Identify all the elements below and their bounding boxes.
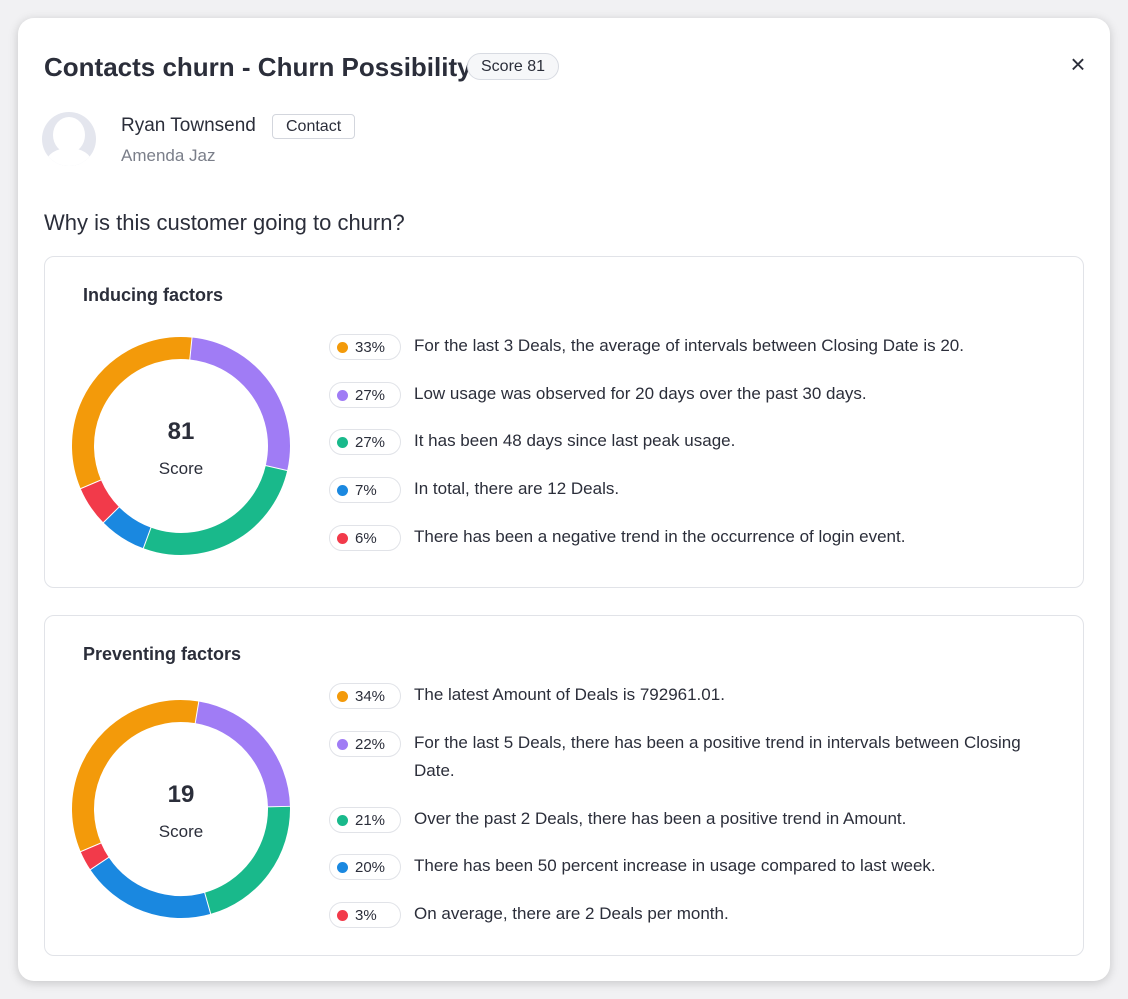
factor-percent: 27% [355,386,386,404]
preventing-score-label: Score [158,822,204,841]
factor-text: There has been a negative trend in the o… [414,527,906,546]
factor-text: It has been 48 days since last peak usag… [414,431,736,450]
inducing-donut-separator [79,479,103,490]
purple-dot-icon [337,389,348,401]
list-item: 27% Low usage was observed for 20 days o… [329,382,1034,408]
green-dot-icon [337,436,348,448]
preventing-donut-separator [194,700,200,725]
percent-badge: 3% [329,902,401,928]
blue-dot-icon [337,484,348,496]
preventing-donut-chart: 19 Score [69,697,293,921]
factor-percent: 21% [355,811,386,829]
orange-dot-icon [337,690,348,702]
preventing-donut-segment-3 [72,700,290,918]
factor-percent: 34% [355,687,386,705]
list-item: 33% For the last 3 Deals, the average of… [329,334,1034,360]
preventing-donut-separator [89,856,110,871]
orange-dot-icon [337,341,348,353]
factor-text: For the last 5 Deals, there has been a p… [414,733,1021,780]
card-title: Inducing factors [83,285,224,305]
inducing-score-value: 81 [167,418,195,445]
factor-percent: 33% [355,338,386,356]
percent-badge: 27% [329,382,401,408]
factor-text: Low usage was observed for 20 days over … [414,384,867,403]
factor-text: Over the past 2 Deals, there has been a … [414,809,907,828]
factor-text: On average, there are 2 Deals per month. [414,904,729,923]
preventing-factors-card: Preventing factors 19 Score 34% The late… [44,615,1084,956]
score-badge: Score 81 [467,53,560,80]
percent-badge: 7% [329,477,401,503]
red-dot-icon [337,909,348,921]
churn-modal: Contacts churn - Churn Possibility Score… [18,18,1110,981]
preventing-donut-separator [203,891,212,915]
contact-type-tag: Contact [272,114,356,139]
inducing-score-label: Score [158,459,204,478]
percent-badge: 21% [329,807,401,833]
avatar [42,112,96,166]
inducing-donut-segment-2 [72,337,290,555]
list-item: 27% It has been 48 days since last peak … [329,429,1034,455]
blue-dot-icon [337,861,348,873]
preventing-donut-segment-4 [72,700,290,918]
factor-text: In total, there are 12 Deals. [414,479,620,498]
percent-badge: 27% [329,429,401,455]
close-icon[interactable]: × [1070,49,1086,79]
preventing-donut-segment-0 [71,700,290,918]
contact-name[interactable]: Ryan Townsend [121,115,256,136]
card-title: Preventing factors [83,644,242,664]
inducing-donut-segment-4 [71,337,290,555]
modal-title: Contacts churn - Churn Possibility [44,52,472,82]
factor-text: The latest Amount of Deals is 792961.01. [414,685,725,704]
factor-text: For the last 3 Deals, the average of int… [414,336,964,355]
inducing-donut-separator [142,526,152,550]
factor-percent: 20% [355,858,386,876]
preventing-donut-separator [266,805,291,808]
inducing-donut-separator [102,506,121,524]
inducing-donut-segment-0 [71,337,290,555]
preventing-donut-separator [79,842,103,853]
factor-percent: 3% [355,906,377,924]
factor-text: There has been 50 percent increase in us… [414,856,936,875]
red-dot-icon [337,532,348,544]
list-item: 34% The latest Amount of Deals is 792961… [329,683,1034,709]
list-item: 7% In total, there are 12 Deals. [329,477,1034,503]
list-item: 21% Over the past 2 Deals, there has bee… [329,807,1034,833]
green-dot-icon [337,814,348,826]
percent-badge: 33% [329,334,401,360]
percent-badge: 22% [329,731,401,757]
inducing-donut-separator [264,464,289,472]
factor-percent: 22% [355,735,386,753]
factor-percent: 6% [355,529,377,547]
inducing-donut-separator [189,336,193,361]
inducing-donut-segment-3 [72,337,290,555]
list-item: 6% There has been a negative trend in th… [329,525,1034,551]
percent-badge: 6% [329,525,401,551]
inducing-factors-card: Inducing factors 81 Score 33% For the la… [44,256,1084,588]
list-item: 22% For the last 5 Deals, there has been… [329,731,1034,785]
inducing-donut-chart: 81 Score [69,334,293,558]
list-item: 3% On average, there are 2 Deals per mon… [329,902,1034,928]
factor-percent: 7% [355,481,377,499]
percent-badge: 34% [329,683,401,709]
churn-question-heading: Why is this customer going to churn? [44,210,405,235]
percent-badge: 20% [329,854,401,880]
list-item: 20% There has been 50 percent increase i… [329,854,1034,880]
contact-account: Amenda Jaz [121,146,216,165]
preventing-score-value: 19 [167,781,195,808]
purple-dot-icon [337,738,348,750]
factor-percent: 27% [355,433,386,451]
preventing-donut-segment-1 [71,700,290,918]
